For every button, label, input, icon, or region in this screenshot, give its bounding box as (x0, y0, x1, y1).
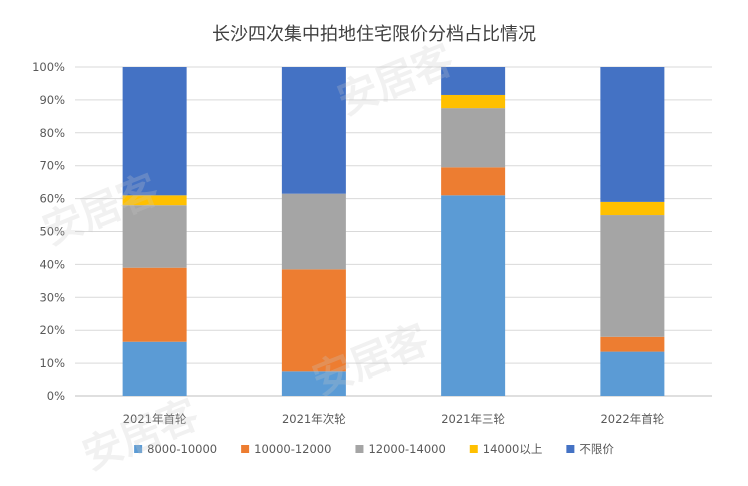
bar-segment (600, 351, 665, 396)
y-tick-label: 80% (39, 126, 65, 140)
y-tick-label: 30% (39, 290, 65, 304)
watermark-logo: 安居客 (332, 37, 460, 125)
y-tick-label: 90% (39, 93, 65, 107)
bar-segment (600, 215, 665, 337)
bar-segment (122, 67, 187, 196)
y-tick-label: 40% (39, 257, 65, 271)
y-axis: 0% 10% 20% 30% 40% 50% 60% 70% 80% 90% 100% (32, 60, 65, 403)
bar-segment (122, 267, 187, 342)
x-axis: 2021年首轮 2021年次轮 2021年三轮 2022年首轮 (123, 412, 665, 426)
y-tick-label: 20% (39, 323, 65, 337)
y-tick-label: 50% (39, 225, 65, 239)
bar-segment (281, 193, 346, 270)
y-tick-label: 10% (39, 356, 65, 370)
bar-segment (281, 371, 346, 396)
y-tick-label: 60% (39, 192, 65, 206)
bar-segment (600, 67, 665, 202)
legend-item: 14000以上 (469, 442, 543, 456)
bar-segment (600, 201, 665, 216)
legend-item: 10000-12000 (241, 442, 331, 456)
bar-segment (122, 205, 187, 268)
bar-segment (441, 94, 506, 109)
bar-segment (441, 67, 506, 95)
y-tick-label: 100% (32, 60, 65, 74)
y-tick-label: 70% (39, 159, 65, 173)
legend-label: 12000-14000 (368, 442, 445, 456)
legend-swatch (134, 445, 143, 453)
legend-label: 10000-12000 (254, 442, 331, 456)
legend-swatch (566, 445, 575, 453)
legend-item: 8000-10000 (134, 442, 217, 456)
x-tick-label: 2021年三轮 (441, 412, 505, 426)
legend: 8000-10000 10000-12000 12000-14000 14000以上 不… (134, 442, 614, 456)
legend-label: 14000以上 (483, 442, 543, 456)
x-tick-label: 2022年首轮 (600, 412, 664, 426)
bar-segment (281, 269, 346, 372)
x-tick-label: 2021年次轮 (282, 412, 346, 426)
x-tick-label: 2021年首轮 (123, 412, 187, 426)
bar-segment (441, 195, 506, 396)
legend-swatch (355, 445, 364, 453)
legend-swatch (241, 445, 250, 453)
legend-item: 不限价 (566, 442, 614, 456)
y-tick-label: 0% (47, 389, 65, 403)
bar-segment (441, 167, 506, 196)
bars (122, 67, 665, 396)
legend-label: 8000-10000 (147, 442, 217, 456)
legend-item: 12000-14000 (355, 442, 446, 456)
bar-segment (441, 108, 506, 168)
legend-swatch (469, 445, 478, 453)
bar-segment (122, 195, 187, 206)
watermark-logo: 安居客 (77, 392, 205, 480)
chart-title: 长沙四次集中拍地住宅限价分档占比情况 (212, 24, 536, 45)
bar-segment (122, 341, 187, 396)
legend-label: 不限价 (579, 442, 614, 456)
bar-segment (281, 67, 346, 194)
bar-segment (600, 336, 665, 352)
